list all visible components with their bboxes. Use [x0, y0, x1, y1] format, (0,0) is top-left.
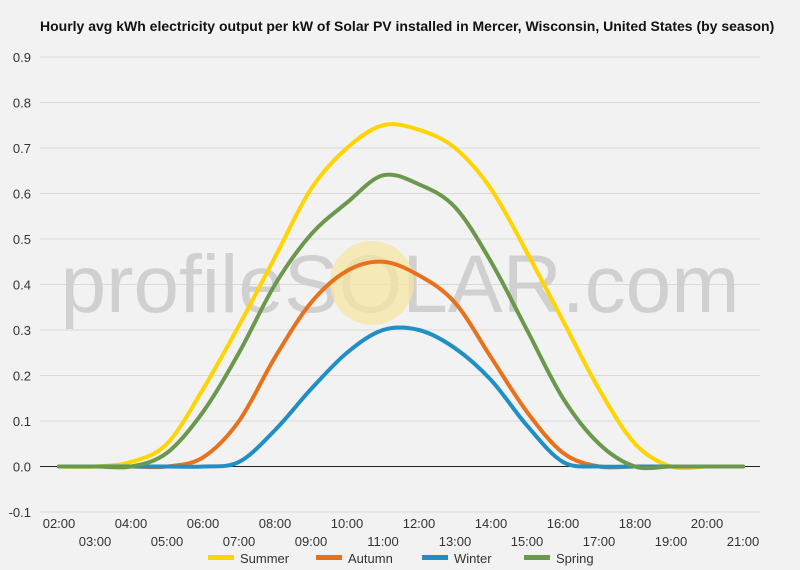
legend-label-winter: Winter — [454, 551, 492, 566]
y-tick-label: -0.1 — [9, 505, 31, 520]
y-tick-label: 0.9 — [13, 50, 31, 65]
legend-swatch-spring — [524, 555, 550, 560]
gridlines — [40, 56, 760, 513]
x-tick-label: 11:00 — [367, 534, 399, 549]
y-tick-label: 0.1 — [13, 414, 31, 429]
series-lines — [57, 122, 745, 471]
y-tick-label: 0.7 — [13, 141, 31, 156]
y-tick-label: 0.2 — [13, 369, 31, 384]
x-tick-label: 17:00 — [583, 534, 616, 549]
y-tick-label: 0.0 — [13, 460, 31, 475]
x-axis-ticks: 02:00 04:00 06:00 08:00 10:00 12:00 14:00 16:00… — [43, 516, 760, 549]
legend-label-spring: Spring — [556, 551, 594, 566]
series-line-winter — [57, 325, 745, 469]
x-tick-label: 13:00 — [439, 534, 472, 549]
y-tick-label: 0.5 — [13, 232, 31, 247]
x-tick-label: 09:00 — [295, 534, 328, 549]
x-tick-label: 21:00 — [727, 534, 760, 549]
y-tick-label: 0.4 — [13, 278, 31, 293]
x-tick-label: 04:00 — [115, 516, 148, 531]
x-tick-label: 14:00 — [475, 516, 508, 531]
chart-title: Hourly avg kWh electricity output per kW… — [40, 18, 775, 34]
legend-label-autumn: Autumn — [348, 551, 393, 566]
legend-swatch-winter — [422, 555, 448, 560]
legend-swatch-summer — [208, 555, 234, 560]
y-tick-label: 0.3 — [13, 323, 31, 338]
x-tick-label: 03:00 — [79, 534, 112, 549]
x-tick-label: 12:00 — [403, 516, 436, 531]
watermark-sun-icon — [330, 241, 414, 325]
x-tick-label: 10:00 — [331, 516, 364, 531]
legend: Summer Autumn Winter Spring — [208, 551, 594, 566]
series-line-spring — [57, 172, 745, 471]
legend-label-summer: Summer — [240, 551, 290, 566]
x-tick-label: 07:00 — [223, 534, 256, 549]
x-tick-label: 08:00 — [259, 516, 292, 531]
x-tick-label: 06:00 — [187, 516, 220, 531]
x-tick-label: 18:00 — [619, 516, 652, 531]
legend-swatch-autumn — [316, 555, 342, 560]
x-tick-label: 16:00 — [547, 516, 580, 531]
x-tick-label: 20:00 — [691, 516, 724, 531]
series-line-summer — [57, 122, 745, 471]
x-tick-label: 19:00 — [655, 534, 688, 549]
y-tick-label: 0.8 — [13, 96, 31, 111]
x-tick-label: 15:00 — [511, 534, 544, 549]
y-tick-label: 0.6 — [13, 187, 31, 202]
x-tick-label: 02:00 — [43, 516, 76, 531]
x-tick-label: 05:00 — [151, 534, 184, 549]
y-axis-ticks: -0.1 0.0 0.1 0.2 0.3 0.4 0.5 0.6 0.7 0.8 0.9 — [9, 50, 31, 520]
